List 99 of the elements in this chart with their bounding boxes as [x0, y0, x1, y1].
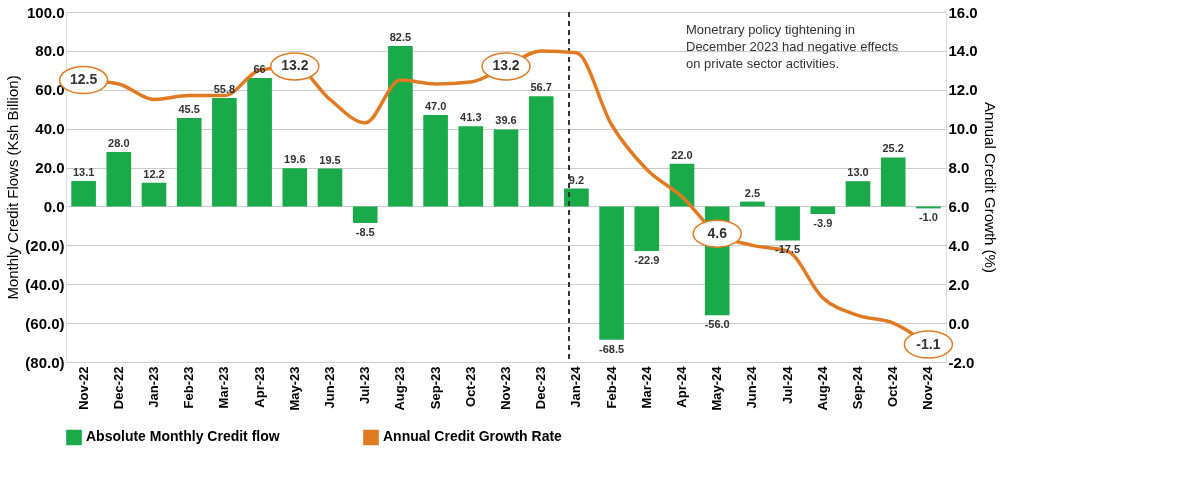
y-tick-label: 40.0 — [35, 120, 65, 138]
y2-tick-label: -2.0 — [948, 353, 975, 371]
y2-tick-label: 0.0 — [948, 314, 970, 332]
bar — [352, 206, 378, 223]
x-tick-label: May-23 — [286, 366, 302, 411]
data-label: 82.5 — [389, 31, 412, 44]
data-label: 4.6 — [707, 224, 728, 241]
bar — [317, 168, 343, 207]
y2-tick-label: 16.0 — [948, 3, 978, 21]
x-tick-label: Mar-23 — [216, 366, 232, 409]
data-label: -8.5 — [355, 225, 375, 238]
y2-tick-label: 8.0 — [948, 159, 970, 177]
x-tick-label: Jan-24 — [568, 365, 584, 408]
x-tick-label: Apr-23 — [251, 366, 267, 408]
y2-tick-label: 4.0 — [948, 236, 970, 254]
bar — [775, 206, 800, 241]
data-label: 39.6 — [495, 114, 517, 127]
bar — [880, 157, 906, 207]
y2-tick-label: 10.0 — [948, 120, 978, 138]
y-tick-label: (20.0) — [25, 236, 65, 254]
x-tick-label: Oct-24 — [885, 365, 901, 407]
x-tick-label: Nov-22 — [75, 366, 91, 410]
x-tick-label: Jul-23 — [357, 366, 373, 405]
y2-tick-label: 14.0 — [948, 42, 978, 60]
bar — [564, 188, 589, 207]
x-tick-label: Sep-23 — [427, 366, 443, 410]
y-tick-label: 80.0 — [35, 42, 65, 60]
data-label: 41.3 — [460, 111, 482, 124]
bar — [528, 96, 554, 207]
y2-tick-label: 2.0 — [948, 275, 970, 293]
y2-tick-label: 12.0 — [948, 81, 978, 99]
x-tick-label: Jun-23 — [322, 366, 337, 409]
x-tick-label: Aug-24 — [814, 365, 830, 411]
x-tick-label: Dec-22 — [110, 366, 126, 410]
bar — [282, 168, 308, 207]
x-tick-label: Sep-24 — [850, 365, 865, 410]
x-tick-label: Mar-24 — [638, 365, 654, 409]
bar — [388, 46, 413, 207]
y-tick-label: (60.0) — [25, 314, 65, 332]
data-label: -3.9 — [813, 217, 833, 230]
y-tick-label: (40.0) — [25, 275, 65, 293]
y-tick-label: 100.0 — [26, 3, 65, 21]
data-label: -22.9 — [634, 253, 660, 266]
bar — [176, 117, 202, 207]
x-tick-label: Feb-23 — [181, 366, 197, 409]
x-tick-label: Oct-23 — [462, 366, 478, 407]
data-label: 12.2 — [143, 167, 165, 180]
data-label: -1.1 — [916, 335, 941, 352]
data-label: 2.5 — [744, 186, 761, 199]
bar — [845, 181, 871, 207]
x-tick-label: May-24 — [709, 365, 725, 411]
bar — [458, 126, 484, 207]
annotation: Monetrary policy tightening in December 2023 had negative effects on private sector activities. — [686, 22, 899, 71]
data-label: 13.2 — [281, 57, 309, 74]
y-tick-label: 60.0 — [35, 81, 65, 99]
bar — [212, 97, 237, 207]
data-label: 13.1 — [72, 165, 95, 178]
data-label: 56.7 — [530, 81, 552, 94]
legend-label: Annual Credit Growth Rate — [383, 428, 563, 445]
bar — [141, 182, 167, 207]
x-tick-label: Apr-24 — [674, 365, 689, 408]
bar — [599, 206, 624, 340]
data-label: -68.5 — [599, 342, 625, 355]
x-tick-label: Jun-24 — [744, 365, 760, 409]
data-label: 13.2 — [492, 57, 520, 74]
bar — [634, 206, 660, 251]
data-label: 19.6 — [284, 153, 306, 166]
data-label: -56.0 — [704, 318, 730, 331]
x-tick-label: Nov-24 — [920, 365, 936, 410]
bar — [71, 180, 96, 207]
data-label: 12.5 — [69, 71, 98, 88]
bar — [493, 129, 519, 207]
y2-axis-title: Annual Credit Growth (%) — [981, 102, 999, 273]
x-tick-label: Aug-23 — [392, 366, 408, 411]
data-label: 47.0 — [424, 100, 447, 113]
x-tick-label: Dec-23 — [533, 366, 549, 410]
x-tick-label: Nov-23 — [498, 366, 513, 410]
y-tick-label: 0.0 — [43, 197, 65, 215]
data-label: 55.8 — [213, 82, 236, 95]
data-label: 13.0 — [847, 166, 869, 179]
data-label: 9.2 — [568, 173, 585, 186]
x-tick-label: Jul-24 — [779, 365, 795, 405]
y-tick-label: (80.0) — [25, 353, 65, 371]
bar — [247, 78, 272, 207]
bar — [810, 206, 836, 215]
y2-tick-label: 6.0 — [948, 197, 970, 215]
data-label: 45.5 — [178, 102, 200, 115]
data-label: 25.2 — [882, 142, 904, 155]
bar — [106, 152, 132, 207]
data-label: -1.0 — [918, 211, 938, 224]
bar — [423, 115, 448, 207]
legend-label: Absolute Monthly Credit flow — [86, 428, 280, 445]
y-tick-label: 20.0 — [35, 159, 65, 177]
x-tick-label: Feb-24 — [603, 365, 619, 409]
data-label: 22.0 — [671, 148, 693, 161]
x-tick-label: Jan-23 — [146, 366, 161, 408]
data-label: 19.5 — [319, 153, 341, 166]
y-axis-title: Monthly Credit Flows (Ksh Billion) — [4, 75, 22, 300]
data-label: 28.0 — [108, 137, 130, 149]
